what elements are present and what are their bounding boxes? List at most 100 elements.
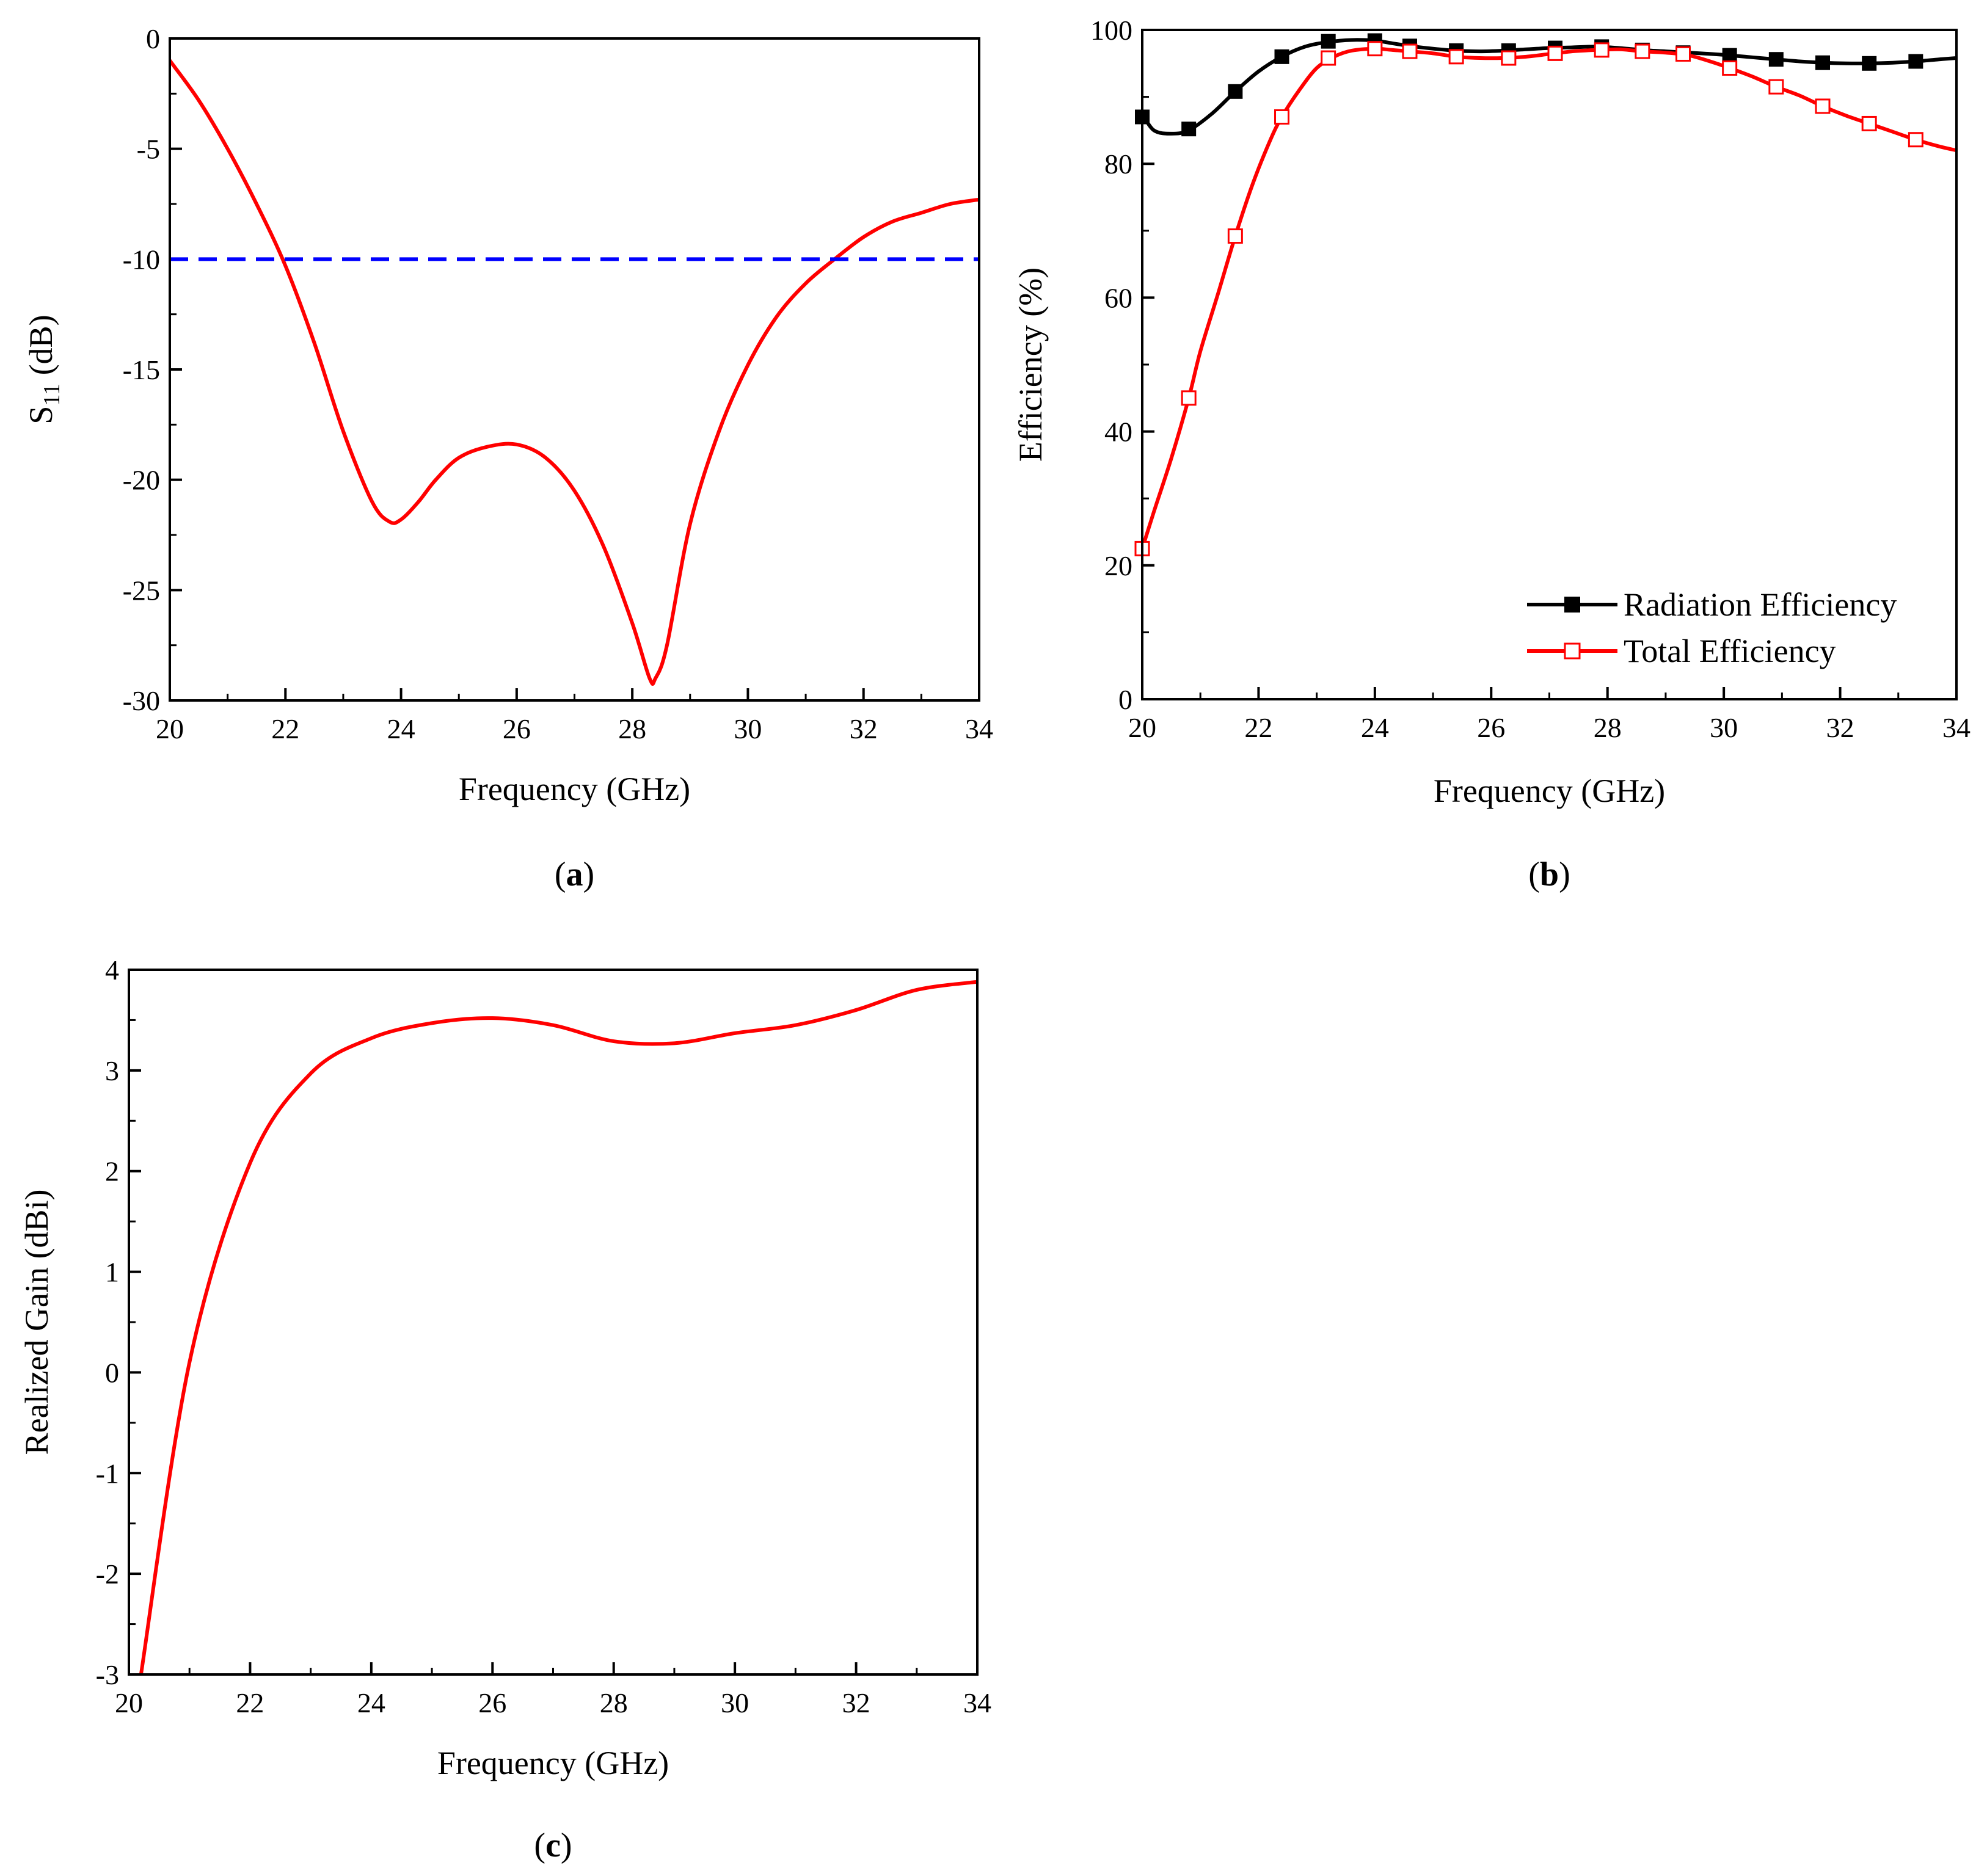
y-tick-label: -10: [123, 244, 160, 275]
x-tick-label: 28: [600, 1687, 628, 1718]
y-axis-title-a-subscript: 11: [39, 384, 65, 406]
y-tick-label: -5: [137, 134, 160, 165]
y-tick-label: -3: [96, 1659, 119, 1690]
x-axis-title-a: Frequency (GHz): [459, 771, 690, 807]
data-marker-b-1: [1501, 50, 1517, 66]
x-tick-label: 22: [236, 1687, 264, 1718]
panel-letter-c: c: [545, 1827, 561, 1864]
plot-frame-c: [128, 969, 979, 1676]
data-marker-b-1: [1861, 115, 1877, 131]
series-line-a-0: [170, 59, 979, 686]
data-marker-b-1: [1274, 109, 1290, 125]
y-axis-title-a: S11 (dB): [23, 314, 65, 424]
legend-marker-total: [1564, 642, 1581, 660]
series-layer-b: [1134, 33, 1956, 556]
x-tick-label: 20: [115, 1687, 143, 1718]
x-tick-label: 30: [734, 713, 762, 744]
x-axis-title-b: Frequency (GHz): [1434, 773, 1665, 809]
y-tick-label: -1: [96, 1458, 119, 1489]
x-tick-label: 28: [1594, 712, 1622, 743]
x-tick-label: 30: [721, 1687, 749, 1718]
x-tick-label: 34: [1942, 712, 1971, 743]
chart-panel-a: 20 22 24 26 28 30 32 34 0 -5 -10 -15 -20 -25 -30 Freq…: [23, 23, 993, 893]
data-marker-b-1: [1768, 79, 1784, 95]
y-tick-label: 40: [1104, 416, 1132, 448]
data-marker-b-1: [1594, 42, 1610, 58]
data-marker-b-1: [1635, 43, 1650, 59]
x-tick-label: 32: [1826, 712, 1854, 743]
x-tick-label: 26: [478, 1687, 506, 1718]
plot-frame-b: [1141, 29, 1958, 700]
y-tick-labels-c: 4 3 2 1 0 -1 -2 -3: [96, 954, 119, 1690]
y-tick-label: 2: [105, 1156, 119, 1187]
y-tick-label: 100: [1090, 15, 1132, 46]
x-tick-label: 26: [503, 713, 531, 744]
data-marker-b-1: [1722, 60, 1738, 76]
panel-label-a: (a): [555, 856, 594, 893]
x-tick-label: 22: [271, 713, 299, 744]
data-marker-b-1: [1181, 390, 1197, 406]
panel-label-c: (c): [534, 1827, 572, 1864]
panel-letter-a: a: [566, 856, 583, 893]
y-tick-label: 0: [146, 23, 160, 54]
y-axis-title-a-main: S: [23, 406, 59, 424]
x-tick-label: 24: [357, 1687, 385, 1718]
plot-frame-a: [169, 37, 980, 702]
y-tick-label: 1: [105, 1257, 119, 1288]
data-marker-b-0: [1768, 52, 1784, 67]
series-layer-a: [170, 59, 979, 686]
data-marker-b-1: [1367, 41, 1383, 57]
y-tick-labels-a: 0 -5 -10 -15 -20 -25 -30: [123, 23, 160, 716]
x-tick-label: 22: [1244, 712, 1272, 743]
data-marker-b-1: [1675, 46, 1691, 62]
y-tick-labels-b: 0 20 40 60 80 100: [1090, 15, 1132, 715]
series-layer-c: [139, 980, 977, 1674]
x-tick-label: 30: [1710, 712, 1738, 743]
data-marker-b-1: [1815, 98, 1831, 114]
x-tick-label: 26: [1477, 712, 1505, 743]
data-marker-b-1: [1402, 43, 1418, 59]
legend-b: Radiation Efficiency Total Efficiency: [1527, 586, 1897, 669]
x-tick-labels-a: 20 22 24 26 28 30 32 34: [156, 713, 993, 744]
x-tick-label: 20: [1128, 712, 1156, 743]
major-ticks-a: [169, 37, 980, 702]
data-marker-b-0: [1722, 48, 1737, 63]
y-tick-label: 80: [1104, 148, 1132, 180]
y-tick-label: -15: [123, 354, 160, 385]
data-marker-b-1: [1547, 45, 1563, 61]
major-ticks-c: [128, 969, 979, 1676]
x-tick-label: 24: [387, 713, 415, 744]
data-marker-b-0: [1228, 84, 1243, 99]
y-axis-title-b: Efficiency (%): [1012, 267, 1049, 462]
x-tick-label: 34: [965, 713, 993, 744]
x-tick-labels-c: 20 22 24 26 28 30 32 34: [115, 1687, 991, 1718]
y-tick-label: 4: [105, 954, 119, 986]
x-tick-labels-b: 20 22 24 26 28 30 32 34: [1128, 712, 1971, 743]
y-tick-label: 0: [105, 1357, 119, 1388]
y-tick-label: -20: [123, 465, 160, 496]
legend-marker-radiation: [1564, 597, 1580, 613]
y-tick-label: 60: [1104, 282, 1132, 313]
y-tick-label: 0: [1118, 684, 1132, 715]
minor-ticks-c: [129, 1019, 918, 1674]
y-tick-label: 3: [105, 1055, 119, 1086]
data-marker-b-0: [1321, 34, 1336, 49]
y-tick-label: 20: [1104, 550, 1132, 581]
data-marker-b-1: [1908, 132, 1923, 148]
legend-label-radiation: Radiation Efficiency: [1624, 586, 1897, 623]
data-marker-b-0: [1815, 55, 1831, 70]
data-marker-b-0: [1274, 49, 1289, 64]
y-tick-label: -2: [96, 1558, 119, 1590]
panel-label-b: (b): [1528, 856, 1570, 893]
legend-label-total: Total Efficiency: [1624, 633, 1836, 669]
x-tick-label: 28: [618, 713, 646, 744]
series-line-c-0: [139, 980, 977, 1674]
data-marker-b-1: [1321, 50, 1336, 66]
x-tick-label: 24: [1361, 712, 1389, 743]
y-tick-label: -30: [123, 685, 160, 716]
x-tick-label: 32: [850, 713, 878, 744]
x-tick-label: 32: [842, 1687, 870, 1718]
x-tick-label: 34: [963, 1687, 991, 1718]
